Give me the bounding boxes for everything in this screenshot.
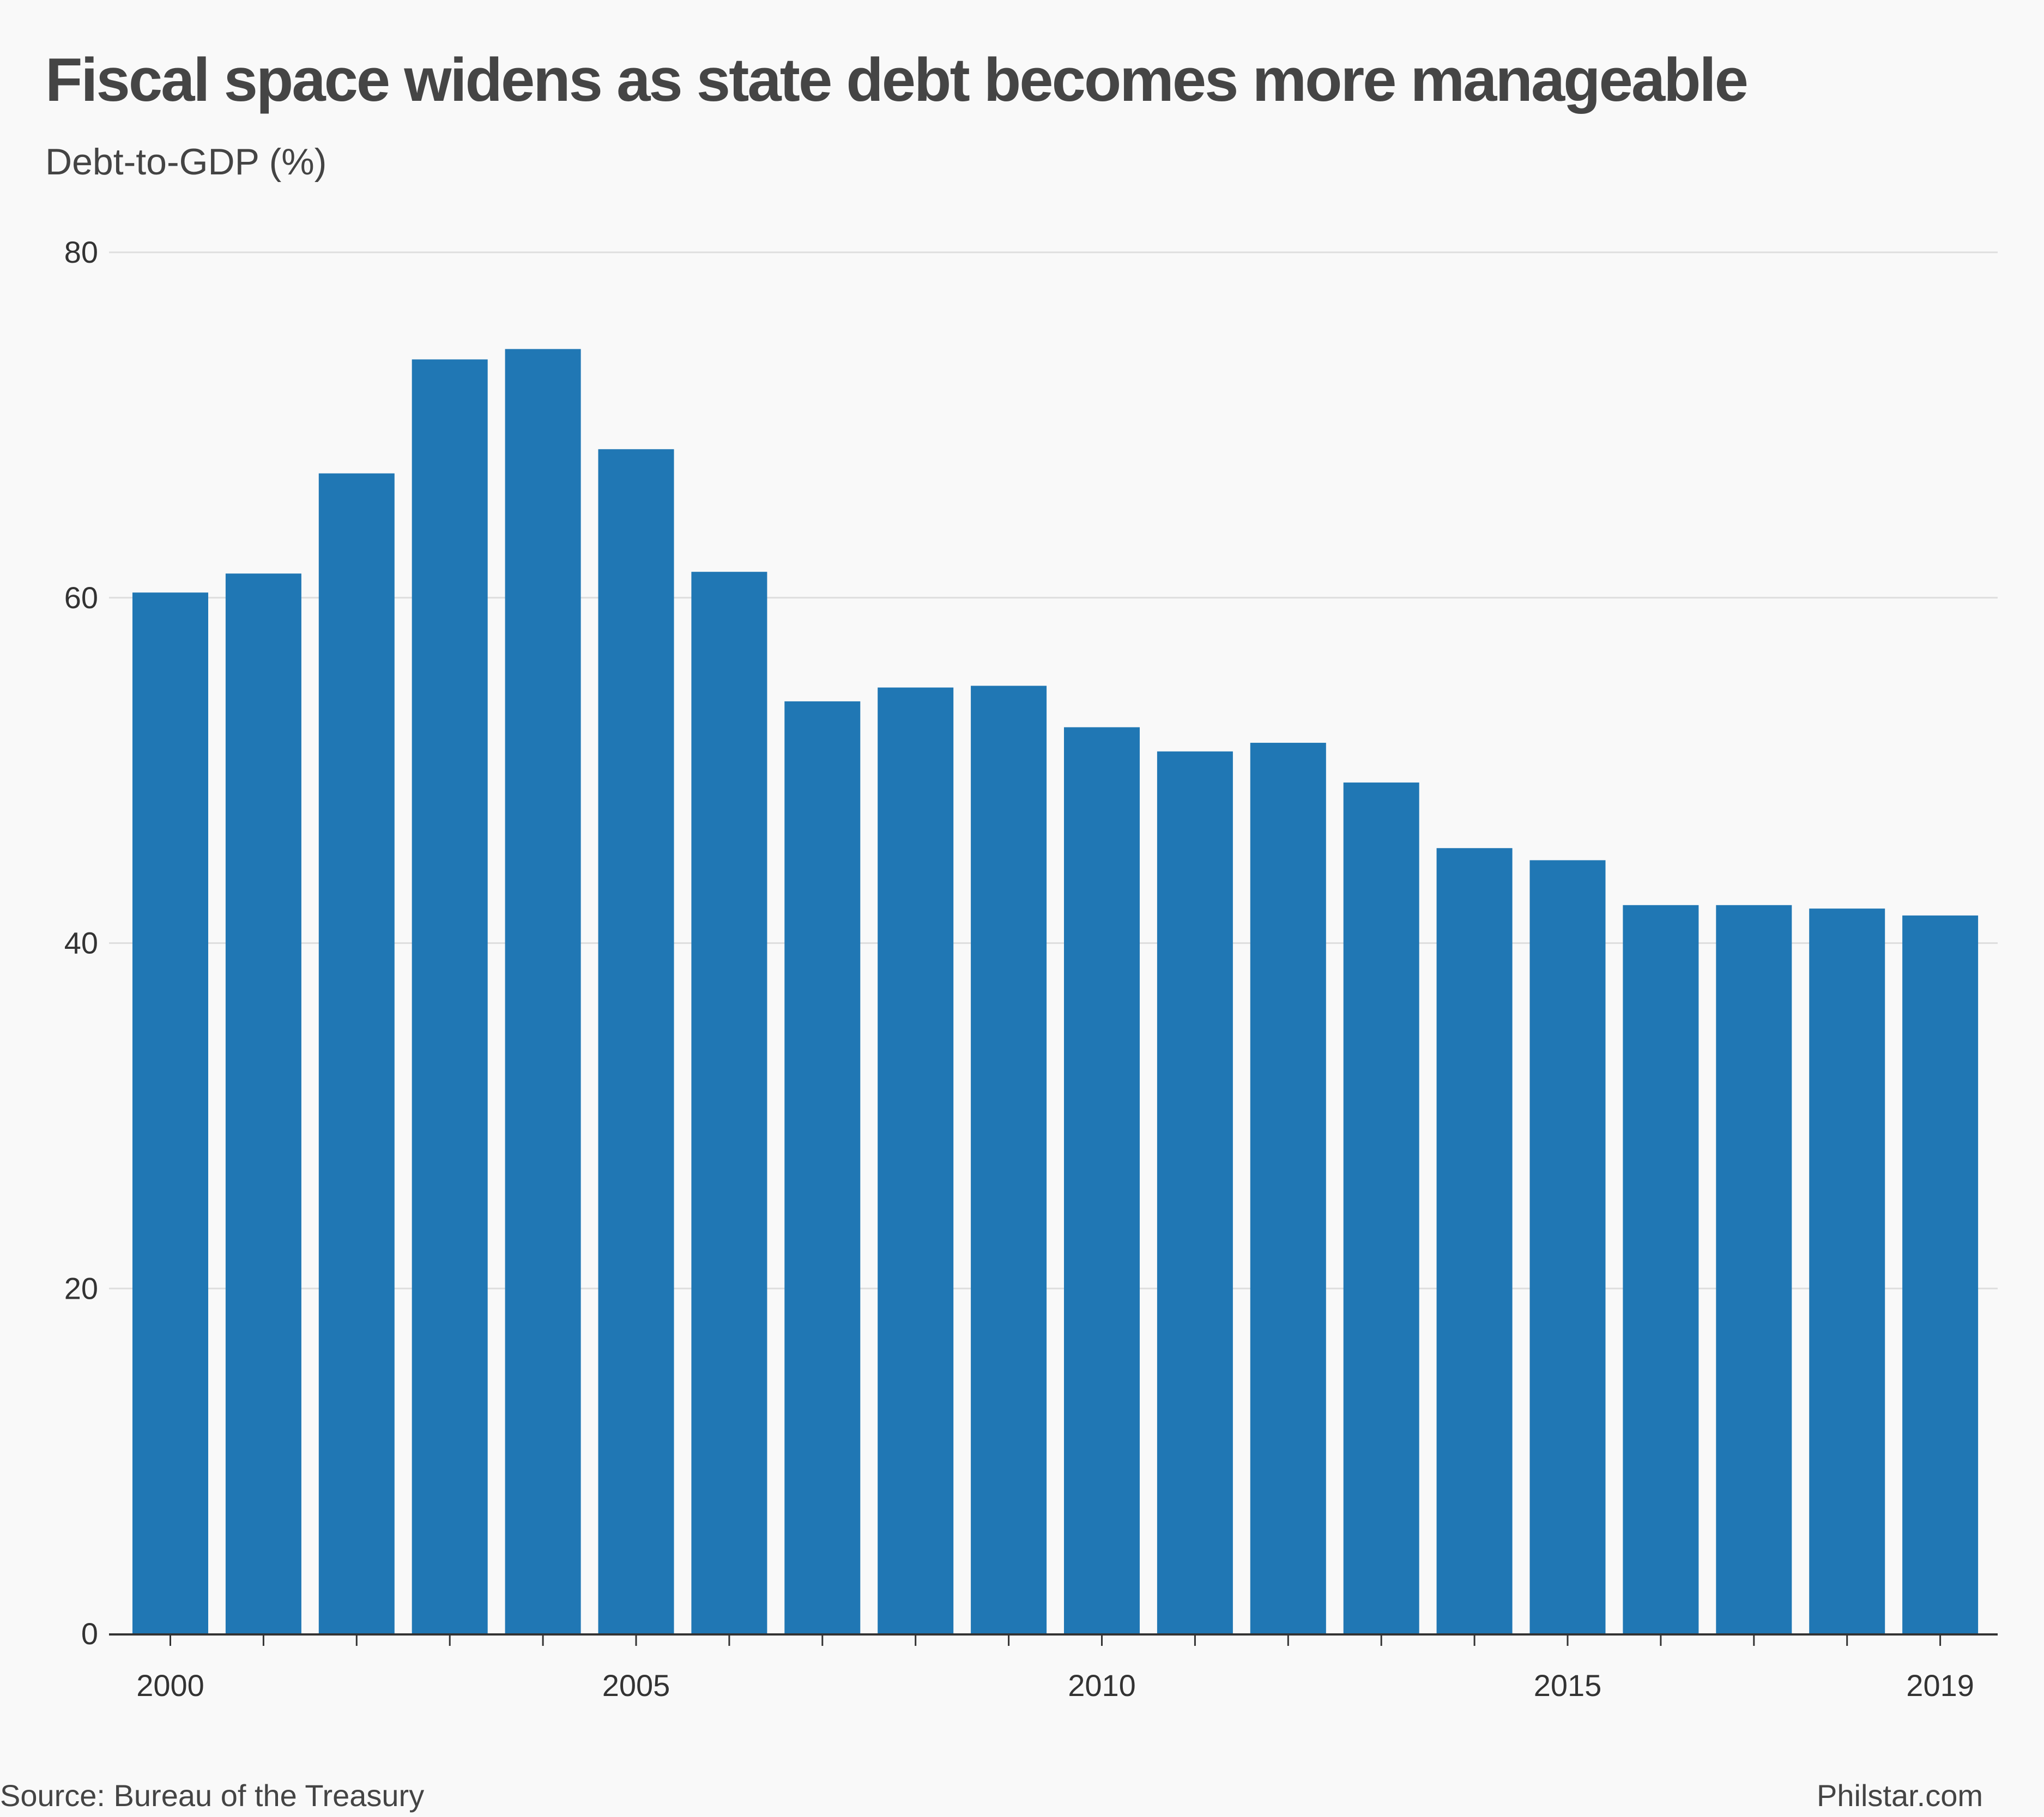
x-tick-label: 2019 [1906,1668,1974,1703]
bar-2006[interactable] [691,572,767,1634]
source-note: Source: Bureau of the Treasury [0,1778,425,1813]
bar-2003[interactable] [412,359,488,1634]
bar-2018[interactable] [1809,909,1885,1634]
bar-2000[interactable] [132,592,208,1634]
bar-2002[interactable] [318,473,395,1634]
bar-2017[interactable] [1716,905,1792,1634]
bar-2012[interactable] [1250,742,1326,1634]
bars [132,349,1979,1634]
x-tick-label: 2010 [1068,1668,1136,1703]
y-tick-label: 80 [64,235,98,269]
bar-2013[interactable] [1343,782,1419,1634]
bar-2001[interactable] [225,573,301,1634]
bar-2005[interactable] [598,449,674,1634]
bar-2009[interactable] [971,686,1047,1634]
bar-2016[interactable] [1623,905,1699,1634]
bar-2015[interactable] [1529,860,1606,1634]
bar-2008[interactable] [878,687,954,1634]
chart-title: Fiscal space widens as state debt become… [45,46,1749,114]
y-tick-label: 20 [64,1271,98,1305]
y-axis: 0 20 40 60 80 [64,235,98,1651]
bar-2007[interactable] [784,701,861,1634]
bar-2004[interactable] [505,349,581,1634]
y-tick-label: 40 [64,926,98,960]
bar-2019[interactable] [1902,915,1979,1634]
y-axis-label: Debt-to-GDP (%) [45,141,327,183]
x-tick-label: 2005 [602,1668,670,1703]
bar-2011[interactable] [1157,751,1233,1634]
y-tick-label: 60 [64,580,98,615]
x-tick-label: 2000 [136,1668,204,1703]
x-axis: 2000 2005 2010 2015 2019 [109,1633,1998,1703]
bar-2014[interactable] [1436,848,1513,1634]
x-tick-label: 2015 [1534,1668,1602,1703]
y-tick-label: 0 [81,1616,98,1651]
bar-2010[interactable] [1064,727,1140,1634]
publisher-credit[interactable]: Philstar.com [1817,1778,1983,1813]
